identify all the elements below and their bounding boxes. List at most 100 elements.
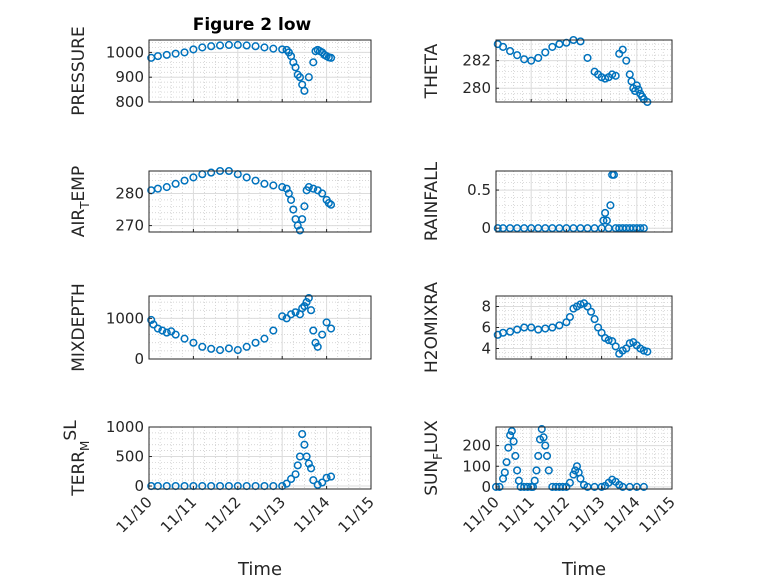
data-point xyxy=(318,189,327,198)
data-point xyxy=(597,482,606,491)
data-point xyxy=(180,48,189,57)
data-point xyxy=(307,464,316,473)
data-point xyxy=(278,183,287,192)
data-point xyxy=(207,168,216,177)
data-point xyxy=(532,466,541,475)
data-point xyxy=(544,466,553,475)
data-point xyxy=(625,339,634,348)
y-tick-label: 0 xyxy=(481,478,491,496)
y-tick-label: 0.5 xyxy=(467,181,491,199)
data-point xyxy=(260,43,269,52)
y-axis-label-part: LUX xyxy=(422,420,442,453)
data-point xyxy=(309,58,318,67)
data-point xyxy=(604,336,613,345)
x-tick-label: 11/14 xyxy=(290,493,333,536)
data-point xyxy=(527,323,536,332)
data-point xyxy=(322,318,331,327)
data-point xyxy=(287,474,296,484)
y-tick-label: 8 xyxy=(481,298,491,316)
data-point xyxy=(269,181,278,190)
data-point xyxy=(311,338,320,347)
data-point xyxy=(233,346,242,355)
data-point xyxy=(251,42,260,51)
y-axis-label-part: M xyxy=(78,441,92,451)
data-point xyxy=(326,53,336,62)
x-tick-label: 11/12 xyxy=(201,493,244,536)
data-point xyxy=(251,176,260,185)
data-point xyxy=(313,342,322,351)
data-point xyxy=(153,184,162,193)
data-point xyxy=(158,326,167,335)
x-tick-label: 11/10 xyxy=(113,493,156,536)
data-point xyxy=(548,42,557,51)
data-point xyxy=(307,306,316,315)
data-point xyxy=(153,324,162,333)
panel-pressure: 800 900 1000 PRESSURE xyxy=(69,26,372,116)
data-point xyxy=(634,85,643,94)
data-point xyxy=(215,41,225,50)
data-point xyxy=(287,195,296,204)
data-point xyxy=(609,170,618,179)
panel-mixdepth: 0 1000 MIXDEPTH xyxy=(69,283,372,372)
data-point xyxy=(622,56,631,65)
data-point xyxy=(291,470,300,479)
data-point xyxy=(171,179,180,188)
y-tick-label: 280 xyxy=(115,184,144,202)
x-tick-label: 11/15 xyxy=(636,493,679,536)
data-point xyxy=(224,344,233,353)
data-point xyxy=(509,437,518,446)
y-tick-label: 100 xyxy=(462,457,491,475)
data-point xyxy=(590,315,599,324)
data-point xyxy=(153,52,162,61)
data-point xyxy=(542,451,552,460)
x-tick-label: 11/13 xyxy=(565,493,608,536)
x-axis-label: Time xyxy=(561,559,606,580)
data-point xyxy=(507,427,516,436)
y-axis-label-part: SL xyxy=(61,420,81,441)
data-point xyxy=(162,50,171,59)
y-tick-label: 0 xyxy=(134,350,144,368)
data-point xyxy=(215,346,225,355)
x-tick-label: 11/14 xyxy=(600,493,643,536)
data-point xyxy=(282,314,291,323)
data-point xyxy=(147,315,156,325)
x-axis-label: Time xyxy=(237,559,282,580)
y-axis-label: H2OMIXRA xyxy=(422,282,442,373)
data-point xyxy=(298,215,307,224)
data-point xyxy=(278,312,287,321)
data-point xyxy=(511,451,520,460)
data-point xyxy=(513,466,522,475)
data-point xyxy=(282,479,291,488)
data-point xyxy=(309,184,318,193)
data-point xyxy=(576,300,585,309)
data-point xyxy=(287,310,296,319)
data-point xyxy=(224,40,233,50)
data-point xyxy=(302,452,311,461)
y-axis-label-part: EMP xyxy=(69,166,89,202)
data-point xyxy=(586,307,596,316)
y-axis-label-part: AIR xyxy=(69,209,89,238)
data-point xyxy=(300,86,309,95)
data-point xyxy=(298,304,307,313)
axes-box xyxy=(495,170,673,233)
y-axis-label-part: SUN xyxy=(422,460,442,496)
data-point xyxy=(242,173,251,182)
y-axis-label: MIXDEPTH xyxy=(69,283,89,372)
y-tick-label: 0 xyxy=(134,477,144,495)
data-point xyxy=(309,326,318,335)
axes-box xyxy=(495,426,673,490)
data-point xyxy=(539,433,548,442)
y-tick-label: 0 xyxy=(481,219,491,237)
data-point xyxy=(233,40,242,50)
y-tick-label: 282 xyxy=(462,52,491,70)
data-point xyxy=(576,474,585,483)
data-point xyxy=(504,443,513,452)
data-point xyxy=(322,473,331,482)
data-point xyxy=(639,346,648,355)
data-point xyxy=(242,342,251,351)
data-point xyxy=(611,71,620,80)
data-point xyxy=(618,45,627,54)
data-point xyxy=(269,326,278,335)
y-axis-label-part: F xyxy=(431,453,445,460)
data-point xyxy=(506,46,515,56)
